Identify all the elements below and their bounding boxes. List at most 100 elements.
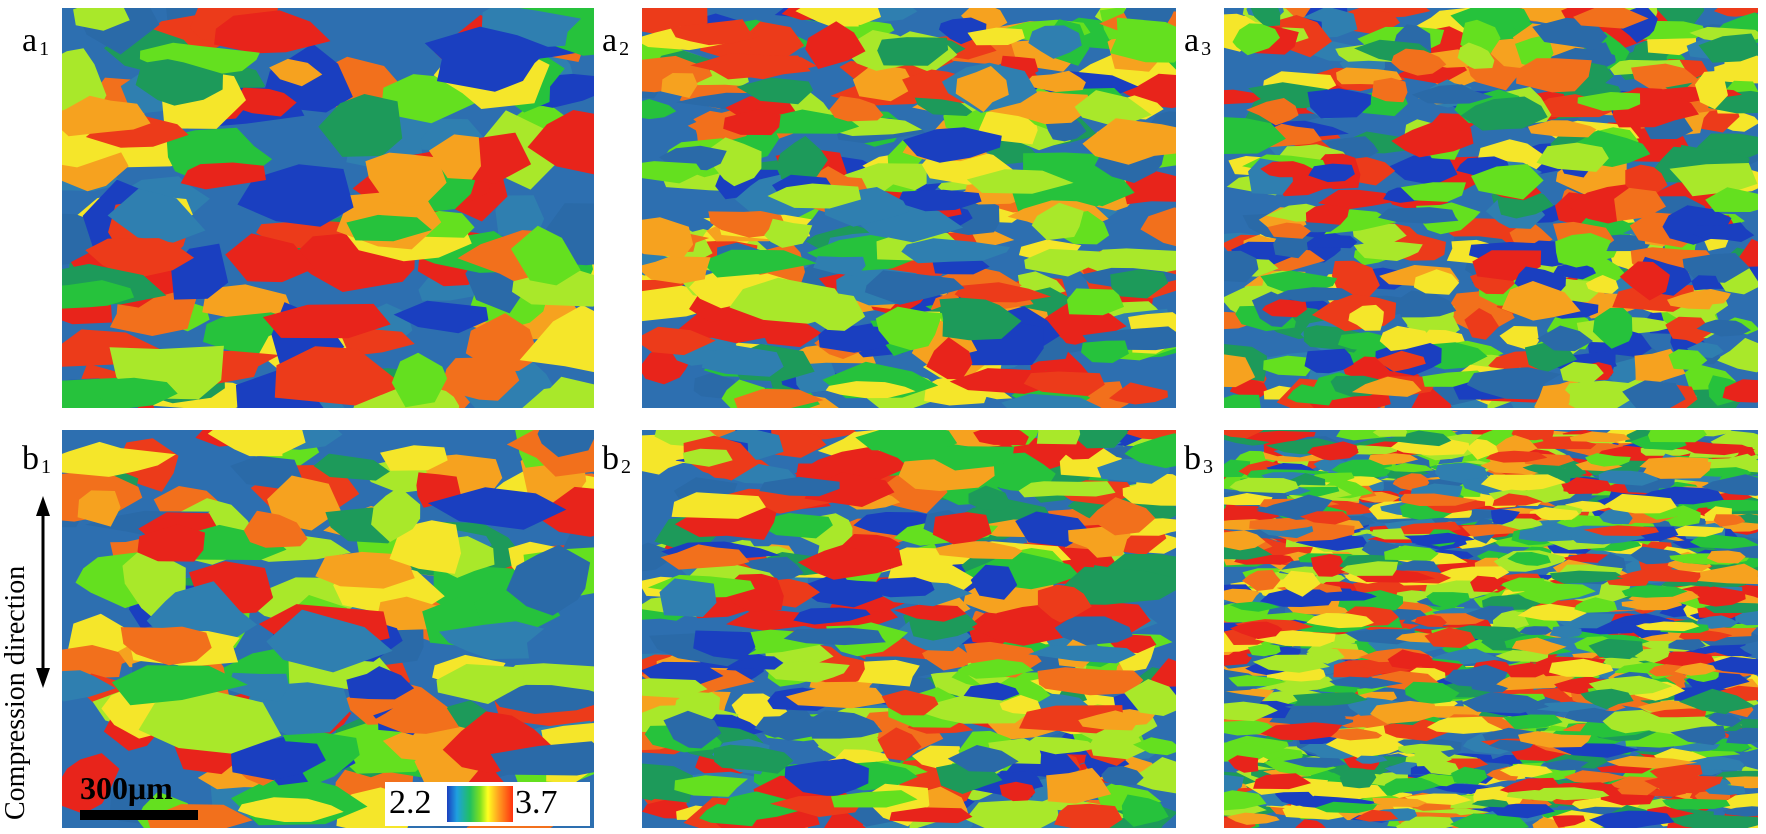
grain [1260,589,1333,607]
grain [1260,722,1343,741]
grain [1230,621,1283,640]
grain [1451,766,1488,785]
colorbar-gradient [447,786,513,822]
grain [1518,731,1592,748]
grain [1560,361,1604,384]
grain [955,66,1009,112]
grain [120,626,212,666]
grain [1503,714,1563,730]
scale-bar: 300μm [80,772,210,828]
grain [642,161,703,184]
grain [1536,787,1610,801]
grain [1670,725,1726,746]
grain [802,292,866,331]
grain [713,744,794,774]
grain [1488,739,1535,752]
grain [465,313,539,372]
grain [1242,569,1281,591]
grain [1548,658,1614,677]
grain [965,799,1059,828]
grain [723,109,781,136]
grain [1471,164,1544,200]
grain [1249,517,1330,531]
grain [380,445,448,471]
grain [230,455,302,491]
grain [436,664,526,704]
grain [663,710,722,749]
grain [1614,187,1666,222]
grain [1260,270,1338,293]
grain [135,59,223,106]
grain [1470,575,1503,593]
grain [346,666,415,700]
grain [1379,325,1434,351]
grain [754,715,845,741]
grain [864,270,965,305]
grain [1564,707,1616,724]
grain [1537,325,1594,352]
grain [1490,509,1520,525]
grain [1708,712,1743,727]
grain [1563,770,1629,784]
grain [701,249,817,278]
grain [1689,533,1758,549]
grain [1698,33,1758,63]
grain [842,534,901,553]
grain [1224,720,1275,736]
grain [1391,48,1447,76]
grain [1464,308,1499,340]
grain [1388,155,1458,186]
grain [1355,755,1388,764]
grain [825,381,916,399]
grain [506,544,591,616]
grain [1662,798,1731,810]
grain [1384,430,1452,447]
grain [1224,117,1286,155]
grain [642,542,669,572]
grain [1122,73,1176,109]
grain [1228,755,1259,773]
grain [1066,430,1128,449]
grain [901,238,1010,264]
grain [1059,566,1176,605]
grain [755,109,860,134]
grain [1592,307,1633,349]
grain [1018,481,1116,498]
grain [94,377,178,408]
ebsd-map-a2 [642,8,1176,408]
grain [1253,773,1312,790]
grain [1224,250,1259,283]
grain [690,53,818,80]
grain [137,524,205,562]
grain [1449,813,1530,828]
grain [708,211,786,238]
grain [1353,240,1423,261]
grain [62,753,120,814]
grain [1224,790,1267,811]
grain [1555,233,1612,268]
grain [1396,290,1457,318]
grain [1400,493,1478,506]
grain [1696,319,1751,337]
compression-arrow-icon [36,496,50,688]
grain [428,134,481,180]
grain [1633,648,1670,663]
grain [889,807,973,824]
grain [1507,552,1551,566]
grain [1530,436,1597,450]
grain [674,775,748,797]
grain [1588,638,1643,660]
colorbar: 2.2 3.7 [385,782,590,826]
grain [738,21,805,61]
colorbar-min-label: 2.2 [389,784,432,821]
grain [831,790,918,808]
grain [1495,650,1549,662]
grain [1325,733,1406,759]
grain [1573,8,1649,29]
grain [1585,453,1631,467]
grain [346,214,432,242]
grain [954,282,1052,303]
grain [1583,525,1659,536]
